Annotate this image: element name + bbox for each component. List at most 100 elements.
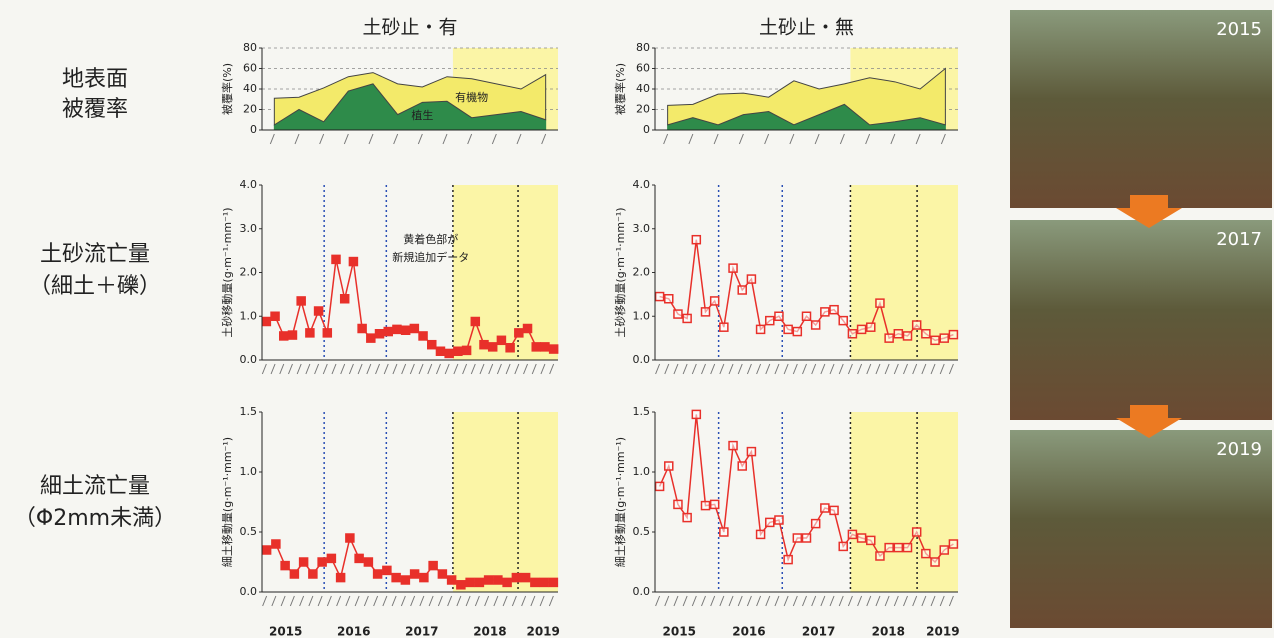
- photo-year: 2015: [1216, 19, 1262, 40]
- chart-title: 土砂止・無: [759, 17, 854, 39]
- x-tick: [297, 364, 301, 374]
- marker: [812, 520, 820, 528]
- x-tick: [411, 596, 415, 606]
- marker: [540, 578, 548, 586]
- marker: [445, 349, 453, 357]
- x-tick: [747, 364, 751, 374]
- row-label: 被覆率: [62, 97, 128, 122]
- marker: [913, 321, 921, 329]
- x-tick: [913, 596, 917, 606]
- marker: [323, 329, 331, 337]
- x-tick: [349, 364, 353, 374]
- x-tick: [922, 364, 926, 374]
- x-tick: [480, 364, 484, 374]
- marker: [830, 306, 838, 314]
- y-axis-label: 被覆率(%): [613, 63, 627, 115]
- marker: [349, 258, 357, 266]
- marker: [524, 325, 532, 333]
- x-tick: [272, 596, 276, 606]
- x-tick: [419, 364, 423, 374]
- year-label: 2015: [269, 625, 302, 638]
- x-tick: [729, 596, 733, 606]
- x-tick: [747, 596, 751, 606]
- marker: [480, 341, 488, 349]
- x-tick: [320, 134, 324, 144]
- x-tick: [497, 364, 501, 374]
- marker: [262, 318, 270, 326]
- x-tick: [394, 134, 398, 144]
- marker: [775, 312, 783, 320]
- marker: [876, 552, 884, 560]
- x-tick: [940, 364, 944, 374]
- row-label: （Φ2mm未満）: [14, 506, 176, 531]
- x-tick: [931, 596, 935, 606]
- marker: [463, 346, 471, 354]
- marker: [332, 255, 340, 263]
- marker: [402, 326, 410, 334]
- x-tick: [300, 596, 304, 606]
- x-tick: [443, 134, 447, 144]
- chart-title: 土砂止・有: [362, 17, 457, 39]
- marker: [867, 323, 875, 331]
- x-tick: [848, 364, 852, 374]
- row-label: 土砂流亡量: [40, 242, 150, 267]
- marker: [337, 574, 345, 582]
- marker: [532, 343, 540, 351]
- marker: [355, 554, 363, 562]
- x-tick: [355, 596, 359, 606]
- x-tick: [542, 134, 546, 144]
- marker: [885, 544, 893, 552]
- x-tick: [665, 596, 669, 606]
- marker: [497, 336, 505, 344]
- x-tick: [271, 364, 275, 374]
- marker: [550, 345, 558, 353]
- marker: [271, 312, 279, 320]
- annotation: 新規追加データ: [392, 250, 469, 264]
- x-tick: [492, 134, 496, 144]
- row-label: 細土流亡量: [40, 474, 150, 499]
- x-tick: [454, 364, 458, 374]
- photo-year: 2019: [1216, 439, 1262, 460]
- year-label: 2019: [926, 625, 959, 638]
- y-tick-label: 40: [243, 82, 257, 95]
- x-tick: [885, 364, 889, 374]
- x-tick: [765, 134, 769, 144]
- marker: [384, 328, 392, 336]
- year-label: 2017: [405, 625, 438, 638]
- x-tick: [830, 596, 834, 606]
- marker: [300, 558, 308, 566]
- x-tick: [793, 364, 797, 374]
- marker: [281, 562, 289, 570]
- marker: [702, 502, 710, 510]
- year-label: 2019: [526, 625, 559, 638]
- y-tick-label: 1.0: [633, 465, 651, 478]
- y-tick-label: 40: [636, 82, 650, 95]
- marker: [949, 331, 957, 339]
- marker: [489, 343, 497, 351]
- x-tick: [803, 596, 807, 606]
- marker: [757, 530, 765, 538]
- marker: [327, 554, 335, 562]
- marker: [894, 544, 902, 552]
- x-tick: [904, 364, 908, 374]
- y-axis-label: 土砂移動量(g·m⁻¹·mm⁻¹): [220, 207, 234, 337]
- x-tick: [766, 364, 770, 374]
- marker: [858, 325, 866, 333]
- x-tick: [280, 364, 284, 374]
- y-axis-label: 細土移動量(g·m⁻¹·mm⁻¹): [220, 437, 234, 567]
- x-tick: [665, 364, 669, 374]
- x-tick: [739, 134, 743, 144]
- x-tick: [369, 134, 373, 144]
- marker: [471, 318, 479, 326]
- figure: 2015 2017 2019 地表面 被覆率 土砂流亡量 （細土＋礫） 細土流亡…: [0, 0, 1274, 638]
- x-tick: [720, 596, 724, 606]
- marker: [549, 578, 557, 586]
- marker: [383, 566, 391, 574]
- marker: [454, 347, 462, 355]
- marker: [931, 336, 939, 344]
- y-tick-label: 20: [243, 103, 257, 116]
- y-tick-label: 3.0: [633, 222, 651, 235]
- marker: [674, 310, 682, 318]
- marker: [297, 297, 305, 305]
- y-tick-label: 0.0: [633, 353, 651, 366]
